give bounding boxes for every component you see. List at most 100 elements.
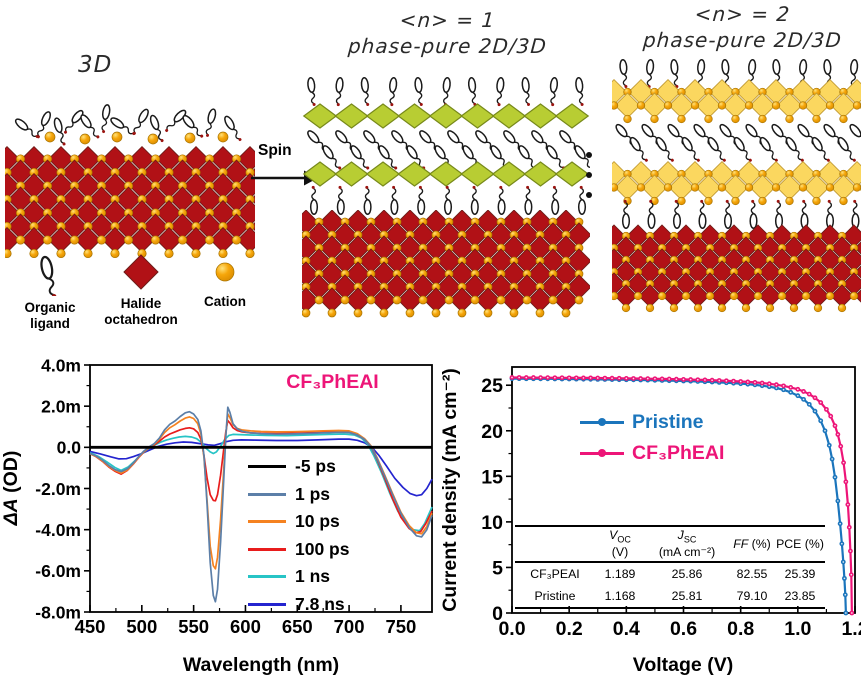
- marker-dot-center: [761, 382, 763, 384]
- ta-legend-entry: 1 ps: [248, 481, 349, 509]
- cation-dot: [633, 291, 643, 301]
- table-header-row: VOC (V) JSC (mA cm⁻²) FF (%) PCE (%): [515, 526, 825, 562]
- marker-dot-center: [819, 401, 822, 404]
- marker-dot-center: [834, 476, 836, 479]
- x-tick-label: 700: [334, 616, 365, 637]
- x-tick-label: 450: [75, 616, 106, 637]
- cation-dot: [758, 196, 767, 206]
- organic-ligand-icon: [621, 199, 631, 230]
- row-label: CF₃PEAI: [530, 566, 580, 581]
- cation-dot: [801, 291, 811, 301]
- cation-dot: [758, 114, 767, 124]
- organic-ligand-icon: [182, 114, 204, 138]
- organic-ligand-icon: [442, 77, 451, 107]
- organic-ligand-icon: [619, 58, 628, 88]
- halide-octahedron-icon: [123, 254, 159, 290]
- organic-ligand-icon: [785, 136, 804, 162]
- halide-octahedron-shape: [397, 161, 432, 187]
- x-tick-label: 0.8: [727, 618, 754, 640]
- organic-ligand-icon: [577, 185, 587, 216]
- marker-dot-center: [802, 390, 805, 393]
- marker-dot-center: [668, 378, 671, 380]
- cation-dot: [444, 295, 454, 305]
- cation-dot: [56, 248, 66, 259]
- organic-ligand-icon: [681, 136, 700, 162]
- marker-dot-center: [775, 383, 778, 386]
- halide-octahedron-shape: [365, 103, 401, 129]
- organic-ligand-icon: [849, 123, 861, 146]
- cation-dot: [825, 291, 835, 301]
- cation-dot: [231, 235, 242, 245]
- cation-dot: [839, 196, 848, 206]
- ta-legend-entry: 7.8 ns: [248, 591, 349, 619]
- cation-dot: [693, 303, 703, 313]
- marker-dot-center: [661, 378, 663, 380]
- cation-dot: [79, 133, 91, 145]
- cation-icon: [215, 262, 235, 282]
- series-swatch: [248, 547, 286, 551]
- halide-octahedron-shape: [365, 161, 401, 187]
- series-swatch: [580, 449, 624, 458]
- organic-ligand-icon: [322, 145, 342, 170]
- marker-dot-center: [848, 526, 851, 529]
- jv-inset-table: VOC (V) JSC (mA cm⁻²) FF (%) PCE (%) CF₃PE…: [515, 525, 825, 609]
- organic-ligand-icon: [309, 185, 319, 216]
- organic-ligand-icon: [733, 136, 752, 162]
- organic-ligand-icon: [378, 145, 398, 170]
- cation-dot: [798, 183, 808, 192]
- cation-dot: [496, 295, 506, 305]
- cation-dot: [690, 183, 700, 192]
- series-swatch: [248, 465, 286, 469]
- series-label: 1 ps: [295, 483, 331, 504]
- cation-dot: [744, 183, 754, 192]
- organic-ligand-icon: [749, 199, 758, 230]
- organic-ligand-icon: [149, 114, 164, 143]
- cation-dot: [418, 295, 428, 305]
- cation-dot: [623, 114, 632, 124]
- series-path: [89, 406, 433, 603]
- marker-dot-center: [782, 385, 785, 387]
- cation-dot: [314, 295, 324, 305]
- panel-n2-title-line1: <n> = 2: [693, 2, 792, 26]
- marker-dot-center: [837, 433, 839, 436]
- y-tick-label: 4.0m: [41, 355, 81, 375]
- organic-ligand-icon: [811, 136, 830, 162]
- ta-chart-canvas: 450 500 550 600 650 700 750 4.0m 2.0m 0.0 -2.0m -4.…: [0, 355, 433, 676]
- organic-ligand-icon: [837, 136, 856, 162]
- organic-ligand-icon: [335, 77, 344, 107]
- organic-ligand-icon: [307, 77, 316, 106]
- halide-octahedron-shape: [428, 103, 464, 129]
- ta-legend-entry: 1 ns: [248, 563, 349, 591]
- y-tick-label: 20: [481, 421, 503, 443]
- cation-dot: [785, 196, 794, 206]
- cation-dot: [204, 235, 215, 245]
- cation-dot: [744, 101, 754, 110]
- series-label: 10 ps: [295, 511, 340, 532]
- marker-dot-center: [834, 424, 836, 427]
- series-label: CF₃PhEAI: [632, 442, 725, 464]
- marker-dot-center: [561, 376, 563, 379]
- cation-dot: [548, 295, 558, 305]
- organic-ligand-icon: [53, 117, 66, 146]
- marker-dot-center: [796, 394, 799, 397]
- cation-dot: [150, 235, 161, 245]
- halide-octahedron-shape: [236, 226, 255, 254]
- marker-dot-center: [539, 376, 542, 379]
- cation-dot: [147, 133, 159, 145]
- ta-y-axis-label: ΔA (OD): [0, 451, 22, 527]
- cation-dot: [825, 101, 835, 110]
- cation-dot: [849, 291, 859, 301]
- marker-dot-center: [704, 379, 706, 381]
- organic-ligand-icon: [417, 185, 426, 216]
- marker-dot-center: [842, 561, 845, 563]
- ta-x-axis-label: Wavelength (nm): [183, 654, 339, 676]
- organic-ligand-icon: [40, 255, 57, 296]
- organic-ligand-icon: [389, 77, 398, 107]
- organic-ligand-icon: [110, 117, 136, 136]
- cation-dot: [405, 308, 415, 318]
- marker-dot-center: [768, 382, 771, 385]
- marker-dot-center: [618, 377, 621, 380]
- cation-dot: [218, 248, 228, 259]
- organic-ligand-icon: [549, 77, 559, 107]
